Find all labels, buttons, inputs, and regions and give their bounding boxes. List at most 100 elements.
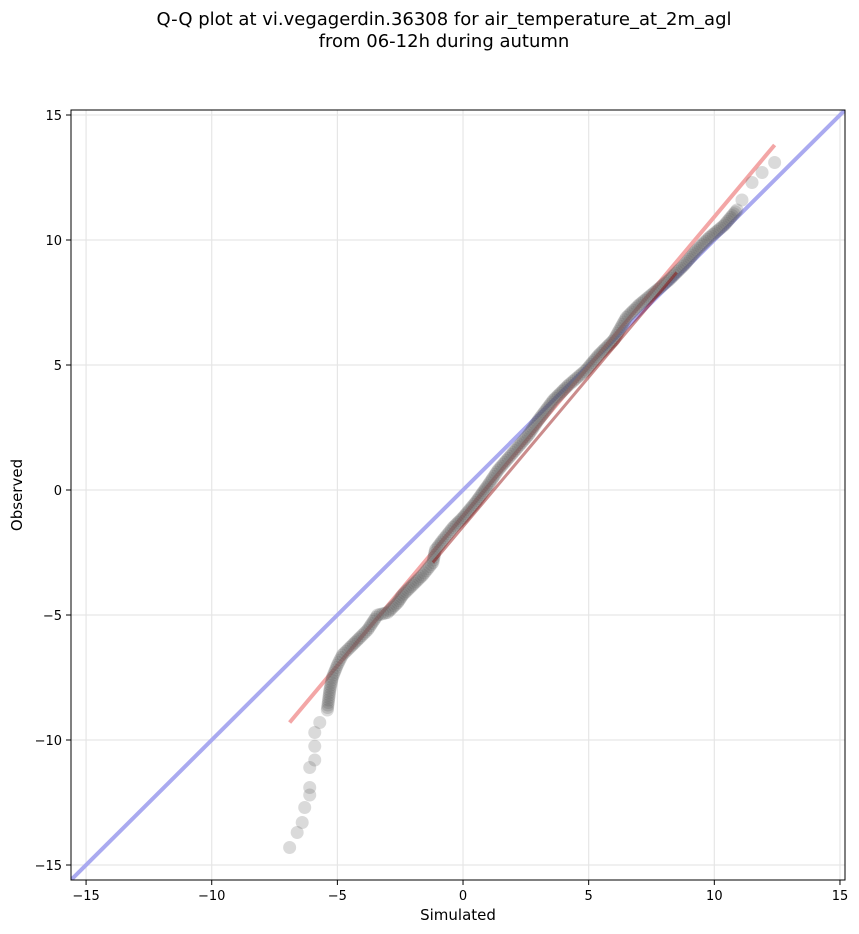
- quantile-point: [600, 340, 614, 354]
- quantile-point: [313, 716, 327, 729]
- quantile-point: [404, 580, 418, 594]
- quantile-point: [715, 220, 729, 234]
- quantile-point: [564, 376, 578, 390]
- quantile-point: [484, 474, 498, 488]
- quantile-point: [346, 637, 360, 651]
- y-tick-label: −15: [35, 859, 62, 874]
- quantile-point: [431, 539, 445, 553]
- quantile-point: [441, 527, 455, 541]
- quantile-point: [669, 266, 683, 280]
- quantile-point: [685, 249, 699, 263]
- quantile-point: [593, 346, 607, 360]
- quantile-point: [470, 494, 484, 508]
- quantile-point: [679, 256, 693, 270]
- quantile-point: [389, 597, 403, 611]
- quantile-point: [575, 366, 589, 380]
- quantile-point: [581, 361, 595, 375]
- quantile-point: [324, 678, 338, 692]
- quantile-point: [667, 268, 681, 282]
- quantile-point: [688, 245, 702, 259]
- quantile-point: [627, 303, 641, 317]
- quantile-point: [550, 390, 564, 404]
- quantile-point: [417, 566, 431, 580]
- quantile-point: [717, 218, 731, 232]
- quantile-point: [529, 417, 543, 431]
- quantile-point: [451, 516, 465, 529]
- quantile-point: [496, 457, 510, 471]
- quantile-point: [411, 573, 425, 587]
- quantile-point: [621, 309, 635, 323]
- quantile-point: [371, 608, 385, 622]
- y-tick-label: −10: [35, 734, 62, 749]
- quantile-point: [325, 671, 339, 684]
- quantile-point: [645, 287, 659, 301]
- quantile-point: [653, 281, 667, 295]
- quantile-point: [649, 284, 663, 298]
- quantile-point: [362, 621, 376, 635]
- quantile-point: [321, 698, 335, 712]
- quantile-point: [308, 739, 322, 753]
- quantile-point: [477, 484, 491, 498]
- quantile-point: [471, 492, 485, 506]
- quantile-point: [427, 551, 441, 564]
- quantile-point: [589, 352, 603, 366]
- quantile-point: [396, 588, 410, 602]
- quantile-point: [324, 676, 338, 689]
- quantile-point: [565, 375, 579, 389]
- quantile-point: [641, 290, 655, 304]
- quantile-point: [443, 525, 457, 539]
- quantile-point: [505, 447, 519, 461]
- quantile-point: [569, 371, 583, 385]
- quantile-point: [414, 570, 428, 584]
- y-tick-label: −5: [43, 609, 62, 624]
- quantile-point: [303, 781, 317, 794]
- quantile-point: [341, 642, 355, 656]
- quantile-point: [552, 388, 566, 402]
- quantile-point: [330, 658, 344, 672]
- quantile-point: [690, 243, 704, 257]
- quantile-point: [656, 278, 670, 292]
- quantile-point: [584, 357, 598, 371]
- quantile-point: [536, 407, 550, 421]
- quantile-point: [394, 590, 408, 604]
- quantile-point: [768, 156, 782, 169]
- quantile-point: [467, 497, 481, 511]
- quantile-point: [687, 247, 701, 261]
- y-tick-label: 10: [45, 234, 62, 249]
- quantile-point: [587, 354, 601, 368]
- quantile-point: [555, 385, 569, 399]
- quantile-point: [473, 490, 487, 504]
- quantile-point: [534, 409, 548, 423]
- quantile-point: [322, 688, 336, 702]
- quantile-point: [339, 644, 353, 658]
- quantile-point: [357, 627, 371, 641]
- quantile-point: [605, 335, 619, 349]
- quantile-point: [465, 499, 479, 513]
- quantile-point: [735, 193, 749, 207]
- quantile-point: [755, 166, 769, 179]
- quantile-point: [658, 276, 672, 290]
- quantile-point: [456, 511, 470, 524]
- quantile-point: [603, 336, 617, 350]
- x-axis-label: Simulated: [420, 906, 496, 924]
- quantile-point: [458, 509, 472, 523]
- quantile-point: [290, 826, 304, 839]
- quantile-point: [710, 224, 724, 238]
- quantile-point: [387, 599, 401, 613]
- quantile-point: [670, 265, 684, 279]
- quantile-point: [337, 646, 351, 660]
- quantile-point: [485, 472, 499, 486]
- quantile-point: [491, 463, 505, 477]
- quantile-point: [602, 338, 616, 352]
- quantile-point: [453, 514, 467, 528]
- quantile-point: [526, 422, 540, 436]
- quantile-point: [434, 535, 448, 549]
- quantile-point: [481, 478, 495, 492]
- quantile-point: [488, 467, 502, 481]
- quantile-point: [401, 583, 415, 597]
- quantile-point: [320, 703, 334, 717]
- quantile-point: [597, 343, 611, 357]
- x-tick-label: −5: [328, 889, 347, 904]
- quantile-point: [725, 209, 739, 223]
- quantile-point: [533, 411, 547, 425]
